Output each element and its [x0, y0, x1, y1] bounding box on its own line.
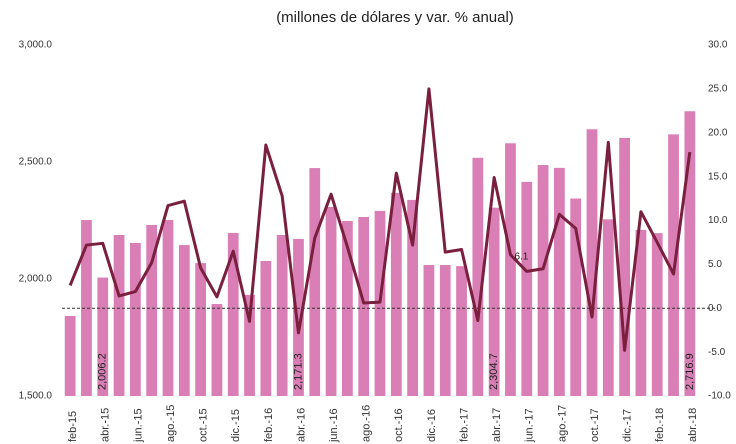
y2-tick-label: 25.0	[708, 84, 728, 95]
x-tick-label: dic.-16	[426, 409, 438, 442]
x-tick-label: feb-15	[67, 411, 79, 442]
bar	[635, 229, 647, 396]
y-tick-label: 2,000.0	[19, 274, 53, 285]
bar	[521, 181, 533, 396]
x-tick-label: oct.-15	[198, 408, 210, 442]
x-tick-label: dic.-15	[230, 409, 242, 442]
x-tick-label: oct.-16	[393, 408, 405, 442]
y2-tick-label: 15.0	[708, 171, 728, 182]
bar	[472, 157, 484, 396]
x-tick-label: abr.-18	[687, 408, 699, 442]
bar-value-label: 2,716.9	[684, 353, 696, 390]
bar	[130, 242, 141, 396]
bar-value-label: 2,304.7	[488, 353, 500, 390]
x-tick-label: dic.-17	[622, 409, 634, 442]
bar	[390, 192, 402, 396]
y2-tick-label: 5.0	[708, 259, 722, 270]
bar	[244, 294, 255, 396]
bar	[260, 260, 272, 396]
x-tick-label: feb.-16	[263, 408, 275, 442]
y2-tick-label: 30.0	[708, 40, 728, 51]
bar	[146, 224, 158, 396]
bar	[227, 232, 239, 396]
bar	[586, 129, 598, 397]
y2-tick-label: -5.0	[708, 347, 726, 358]
x-tick-label: ago.-16	[361, 405, 373, 442]
x-tick-label: abr.-17	[491, 408, 503, 442]
bar	[211, 304, 223, 396]
bar	[439, 264, 451, 396]
x-tick-label: feb.-17	[458, 408, 470, 442]
y2-tick-label: 20.0	[708, 127, 728, 138]
bar	[64, 315, 76, 396]
x-tick-label: feb.-18	[654, 408, 666, 442]
x-tick-label: oct.-17	[589, 408, 601, 442]
bar	[456, 266, 467, 396]
x-tick-label: ago.-17	[556, 405, 568, 442]
chart-title: (millones de dólares y var. % anual)	[276, 9, 514, 26]
y-tick-label: 3,000.0	[19, 40, 53, 51]
bar	[325, 206, 337, 396]
bar	[505, 143, 516, 396]
bar	[293, 238, 304, 396]
bar	[407, 199, 418, 396]
bar	[423, 264, 435, 396]
x-tick-label: jun.-17	[524, 408, 536, 443]
y2-tick-label: -10.0	[708, 391, 731, 402]
bar-value-label: 2,171.3	[292, 353, 304, 390]
bar	[602, 219, 614, 396]
y-tick-label: 2,500.0	[19, 157, 53, 168]
y2-tick-label: 10.0	[708, 215, 728, 226]
line-value-label: 6.1	[514, 251, 528, 262]
bar	[619, 137, 630, 396]
x-tick-label: jun.-16	[328, 408, 340, 443]
bar	[113, 235, 125, 396]
line	[68, 87, 692, 352]
bar	[81, 220, 92, 396]
bar	[178, 245, 190, 396]
bar	[554, 167, 565, 396]
bar	[309, 168, 321, 396]
bar	[684, 111, 696, 397]
y2-tick-label: 0.0	[708, 303, 722, 314]
bar	[537, 165, 549, 396]
bar	[276, 235, 288, 396]
bar-value-label: 2,006.2	[97, 353, 109, 390]
x-tick-label: abr.-16	[295, 408, 307, 442]
bar	[570, 198, 582, 396]
bar	[97, 277, 109, 396]
x-tick-label: jun.-15	[132, 408, 144, 443]
x-tick-label: abr.-15	[100, 408, 112, 442]
x-tick-label: ago.-15	[165, 405, 177, 442]
bar	[651, 233, 663, 396]
bar	[195, 263, 206, 396]
y-tick-label: 1,500.0	[19, 391, 53, 402]
bar	[358, 216, 370, 396]
bar	[488, 207, 500, 396]
